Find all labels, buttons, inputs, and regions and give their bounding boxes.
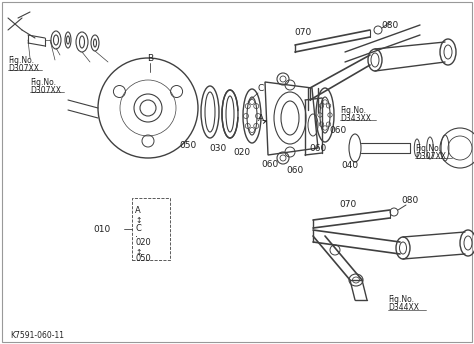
- Text: 010: 010: [93, 225, 110, 234]
- Text: 020: 020: [233, 148, 251, 157]
- Bar: [132, 198, 170, 260]
- Text: D344XX: D344XX: [388, 303, 419, 312]
- Text: K7591-060-11: K7591-060-11: [10, 332, 64, 341]
- Text: ↕: ↕: [135, 216, 141, 225]
- Text: B: B: [147, 54, 153, 63]
- Text: ↕: ↕: [135, 248, 141, 257]
- Text: 080: 080: [382, 21, 399, 30]
- Text: 050: 050: [135, 254, 151, 263]
- Text: Fig.No.: Fig.No.: [8, 55, 34, 65]
- Text: D307XX: D307XX: [30, 86, 61, 95]
- Text: Fig.No.: Fig.No.: [388, 295, 414, 304]
- Text: Fig.No.: Fig.No.: [30, 77, 56, 86]
- Text: Fig.No.: Fig.No.: [340, 106, 366, 115]
- Text: Fig.No.: Fig.No.: [415, 143, 441, 152]
- Text: 030: 030: [210, 143, 227, 152]
- Text: 060: 060: [310, 143, 327, 152]
- Text: 050: 050: [179, 140, 197, 150]
- Text: 060: 060: [261, 160, 279, 169]
- Text: 020: 020: [135, 238, 151, 247]
- Text: 080: 080: [401, 195, 419, 204]
- Text: ·: ·: [135, 232, 138, 242]
- Text: 040: 040: [341, 161, 358, 170]
- Text: D307XX: D307XX: [415, 151, 446, 161]
- Text: 070: 070: [294, 28, 311, 36]
- Text: A: A: [258, 114, 264, 122]
- Text: 060: 060: [286, 165, 304, 174]
- Text: C: C: [135, 224, 141, 233]
- Text: 070: 070: [339, 200, 356, 208]
- Text: D307XX: D307XX: [8, 64, 39, 73]
- Text: A: A: [135, 206, 141, 215]
- Text: D343XX: D343XX: [340, 114, 371, 122]
- Text: 060: 060: [329, 126, 346, 135]
- Text: C: C: [258, 84, 264, 93]
